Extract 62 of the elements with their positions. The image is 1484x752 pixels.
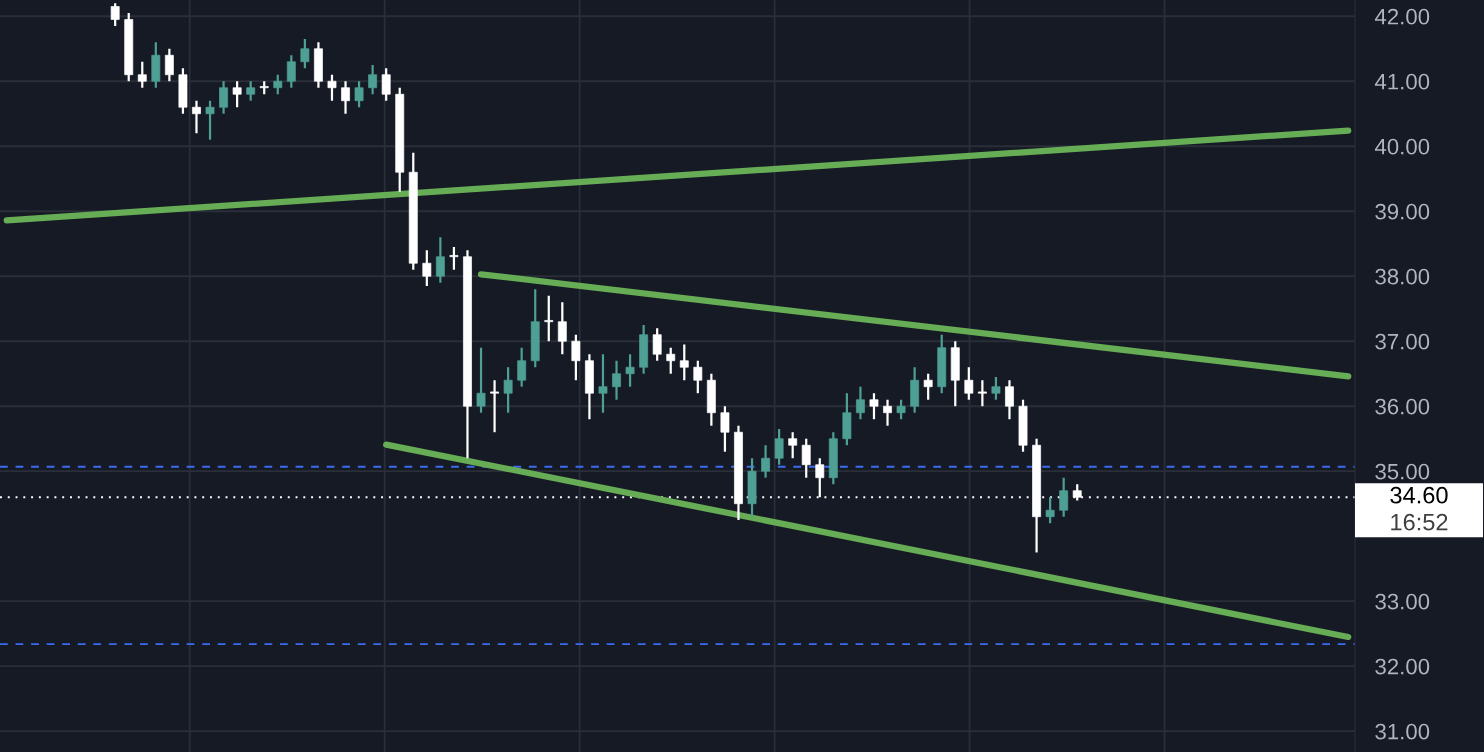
candlestick xyxy=(368,63,378,96)
candlestick xyxy=(991,375,1001,401)
y-tick-label: 35.00 xyxy=(1375,463,1430,480)
candlestick xyxy=(435,236,445,284)
y-tick-label: 42.00 xyxy=(1374,8,1430,25)
candlestick xyxy=(286,54,296,89)
candlestick xyxy=(720,405,730,453)
candlestick xyxy=(1045,496,1055,525)
candlestick xyxy=(598,353,608,414)
candlestick xyxy=(422,249,432,288)
text: 16:52 xyxy=(1391,513,1448,531)
candlestick xyxy=(774,427,784,466)
candlestick xyxy=(679,343,689,382)
candlestick xyxy=(923,372,933,401)
candlestick xyxy=(341,80,350,115)
y-tick-label: 38.00 xyxy=(1375,268,1430,285)
y-tick-label: 40.00 xyxy=(1374,138,1430,155)
candlestick xyxy=(219,80,228,115)
candlestick xyxy=(693,359,703,395)
candlestick xyxy=(544,294,554,343)
candlestick xyxy=(354,80,364,109)
candlestick xyxy=(1059,476,1069,518)
candlestick xyxy=(625,353,635,388)
candlestick xyxy=(205,99,215,141)
candlestick xyxy=(761,444,770,479)
y-tick-label: 36.00 xyxy=(1375,398,1430,415)
candlestick xyxy=(110,2,120,28)
y-tick-label: 39.00 xyxy=(1375,203,1430,220)
candlestick xyxy=(503,366,513,414)
candlestick xyxy=(273,73,283,96)
candlestick xyxy=(517,346,527,388)
candlestick xyxy=(490,379,499,434)
y-tick-label: 32.00 xyxy=(1375,658,1430,675)
candlestick xyxy=(192,99,201,135)
y-tick-label: 33.00 xyxy=(1375,593,1430,610)
candlestick xyxy=(327,73,337,102)
candlestick xyxy=(164,47,174,83)
candlestick xyxy=(666,346,676,375)
candlestick xyxy=(964,366,974,401)
candlestick xyxy=(801,437,811,479)
candlestick xyxy=(896,398,906,421)
candlestick xyxy=(246,80,256,102)
candlestick xyxy=(788,431,798,460)
y-tick-label: 41.00 xyxy=(1374,73,1430,90)
candlestick xyxy=(977,379,987,408)
candlestick xyxy=(869,392,879,421)
candlestick xyxy=(612,359,621,401)
candlestick xyxy=(856,385,865,421)
candlestick xyxy=(652,327,662,362)
candlestick xyxy=(300,37,310,70)
y-tick-label: 31.00 xyxy=(1375,723,1430,740)
candlestick xyxy=(381,67,391,102)
ref-line-label: 34.60 xyxy=(1390,486,1448,504)
candlestick xyxy=(557,301,567,356)
candlestick xyxy=(571,333,581,382)
y-tick-label: 37.00 xyxy=(1375,333,1430,350)
candlestick xyxy=(1005,379,1014,421)
candlestick xyxy=(449,245,459,271)
candlestick xyxy=(883,398,892,427)
candlestick xyxy=(137,60,147,89)
candlestick xyxy=(476,346,486,414)
candlestick xyxy=(232,80,242,109)
